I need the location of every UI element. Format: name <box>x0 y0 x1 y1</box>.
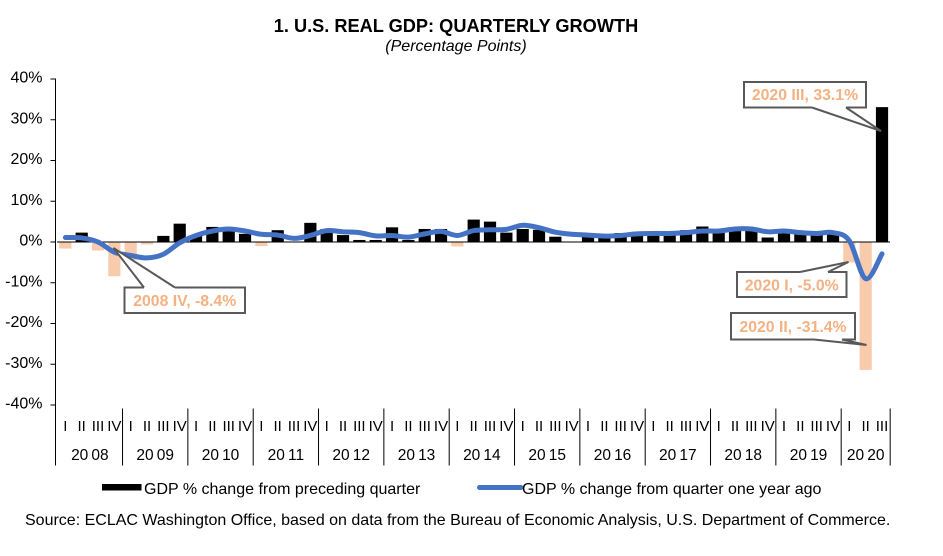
svg-text:20 19: 20 19 <box>790 447 828 464</box>
svg-text:-20%: -20% <box>5 314 42 331</box>
svg-text:II: II <box>535 418 543 435</box>
svg-text:IV: IV <box>434 418 448 435</box>
svg-text:III: III <box>484 418 497 435</box>
svg-text:III: III <box>745 418 758 435</box>
svg-text:20 18: 20 18 <box>724 447 762 464</box>
svg-text:2020 III, 33.1%: 2020 III, 33.1% <box>752 87 858 104</box>
svg-text:GDP % change from quarter one: GDP % change from quarter one year ago <box>522 481 822 498</box>
svg-text:II: II <box>600 418 608 435</box>
svg-text:20 12: 20 12 <box>332 447 370 464</box>
svg-text:IV: IV <box>761 418 775 435</box>
svg-text:20 13: 20 13 <box>398 447 436 464</box>
svg-text:2020 II, -31.4%: 2020 II, -31.4% <box>739 319 846 336</box>
svg-text:20 17: 20 17 <box>659 447 697 464</box>
svg-text:II: II <box>274 418 282 435</box>
svg-text:I: I <box>259 418 263 435</box>
svg-text:I: I <box>847 418 851 435</box>
svg-text:II: II <box>208 418 216 435</box>
svg-text:II: II <box>470 418 478 435</box>
svg-text:IV: IV <box>695 418 709 435</box>
svg-text:0%: 0% <box>19 233 42 250</box>
svg-text:III: III <box>353 418 366 435</box>
svg-text:III: III <box>288 418 301 435</box>
svg-text:1. U.S. REAL GDP: QUARTERLY GR: 1. U.S. REAL GDP: QUARTERLY GROWTH <box>274 16 638 36</box>
svg-text:IV: IV <box>826 418 840 435</box>
svg-text:I: I <box>390 418 394 435</box>
svg-text:40%: 40% <box>10 70 42 87</box>
svg-text:20 15: 20 15 <box>528 447 566 464</box>
svg-text:IV: IV <box>565 418 579 435</box>
svg-text:I: I <box>782 418 786 435</box>
svg-text:IV: IV <box>630 418 644 435</box>
svg-text:III: III <box>810 418 823 435</box>
svg-text:II: II <box>78 418 86 435</box>
svg-text:IV: IV <box>499 418 513 435</box>
svg-text:20 14: 20 14 <box>463 447 501 464</box>
svg-text:20 10: 20 10 <box>202 447 240 464</box>
svg-text:IV: IV <box>303 418 317 435</box>
svg-text:I: I <box>651 418 655 435</box>
svg-text:III: III <box>549 418 562 435</box>
svg-text:II: II <box>862 418 870 435</box>
svg-text:20 11: 20 11 <box>268 447 304 464</box>
svg-text:I: I <box>717 418 721 435</box>
svg-text:-30%: -30% <box>5 355 42 372</box>
svg-text:II: II <box>731 418 739 435</box>
svg-text:II: II <box>143 418 151 435</box>
svg-text:III: III <box>614 418 627 435</box>
svg-text:III: III <box>92 418 105 435</box>
svg-text:III: III <box>876 418 889 435</box>
svg-text:II: II <box>339 418 347 435</box>
svg-text:II: II <box>796 418 804 435</box>
svg-text:20 09: 20 09 <box>136 447 174 464</box>
svg-text:-10%: -10% <box>5 273 42 290</box>
svg-text:I: I <box>63 418 67 435</box>
svg-text:20 20: 20 20 <box>847 447 885 464</box>
svg-text:GDP % change from preceding qu: GDP % change from preceding quarter <box>144 481 421 498</box>
svg-text:2008 IV, -8.4%: 2008 IV, -8.4% <box>133 293 236 310</box>
svg-text:III: III <box>222 418 235 435</box>
svg-text:2020 I, -5.0%: 2020 I, -5.0% <box>745 278 839 295</box>
svg-text:I: I <box>129 418 133 435</box>
svg-text:III: III <box>680 418 693 435</box>
svg-text:10%: 10% <box>10 192 42 209</box>
svg-text:IV: IV <box>238 418 252 435</box>
svg-text:IV: IV <box>173 418 187 435</box>
svg-text:II: II <box>404 418 412 435</box>
svg-text:I: I <box>586 418 590 435</box>
svg-text:I: I <box>325 418 329 435</box>
svg-text:-40%: -40% <box>5 396 42 413</box>
svg-text:I: I <box>455 418 459 435</box>
svg-text:Source: ECLAC Washington Offic: Source: ECLAC Washington Office, based o… <box>25 512 890 529</box>
svg-text:III: III <box>157 418 170 435</box>
svg-text:III: III <box>418 418 431 435</box>
svg-text:I: I <box>521 418 525 435</box>
svg-text:20%: 20% <box>10 151 42 168</box>
svg-text:IV: IV <box>369 418 383 435</box>
svg-text:(Percentage Points): (Percentage Points) <box>385 38 526 55</box>
svg-text:I: I <box>194 418 198 435</box>
svg-text:II: II <box>666 418 674 435</box>
svg-text:20 16: 20 16 <box>594 447 632 464</box>
svg-text:20 08: 20 08 <box>71 447 109 464</box>
svg-text:IV: IV <box>107 418 121 435</box>
svg-text:30%: 30% <box>10 110 42 127</box>
